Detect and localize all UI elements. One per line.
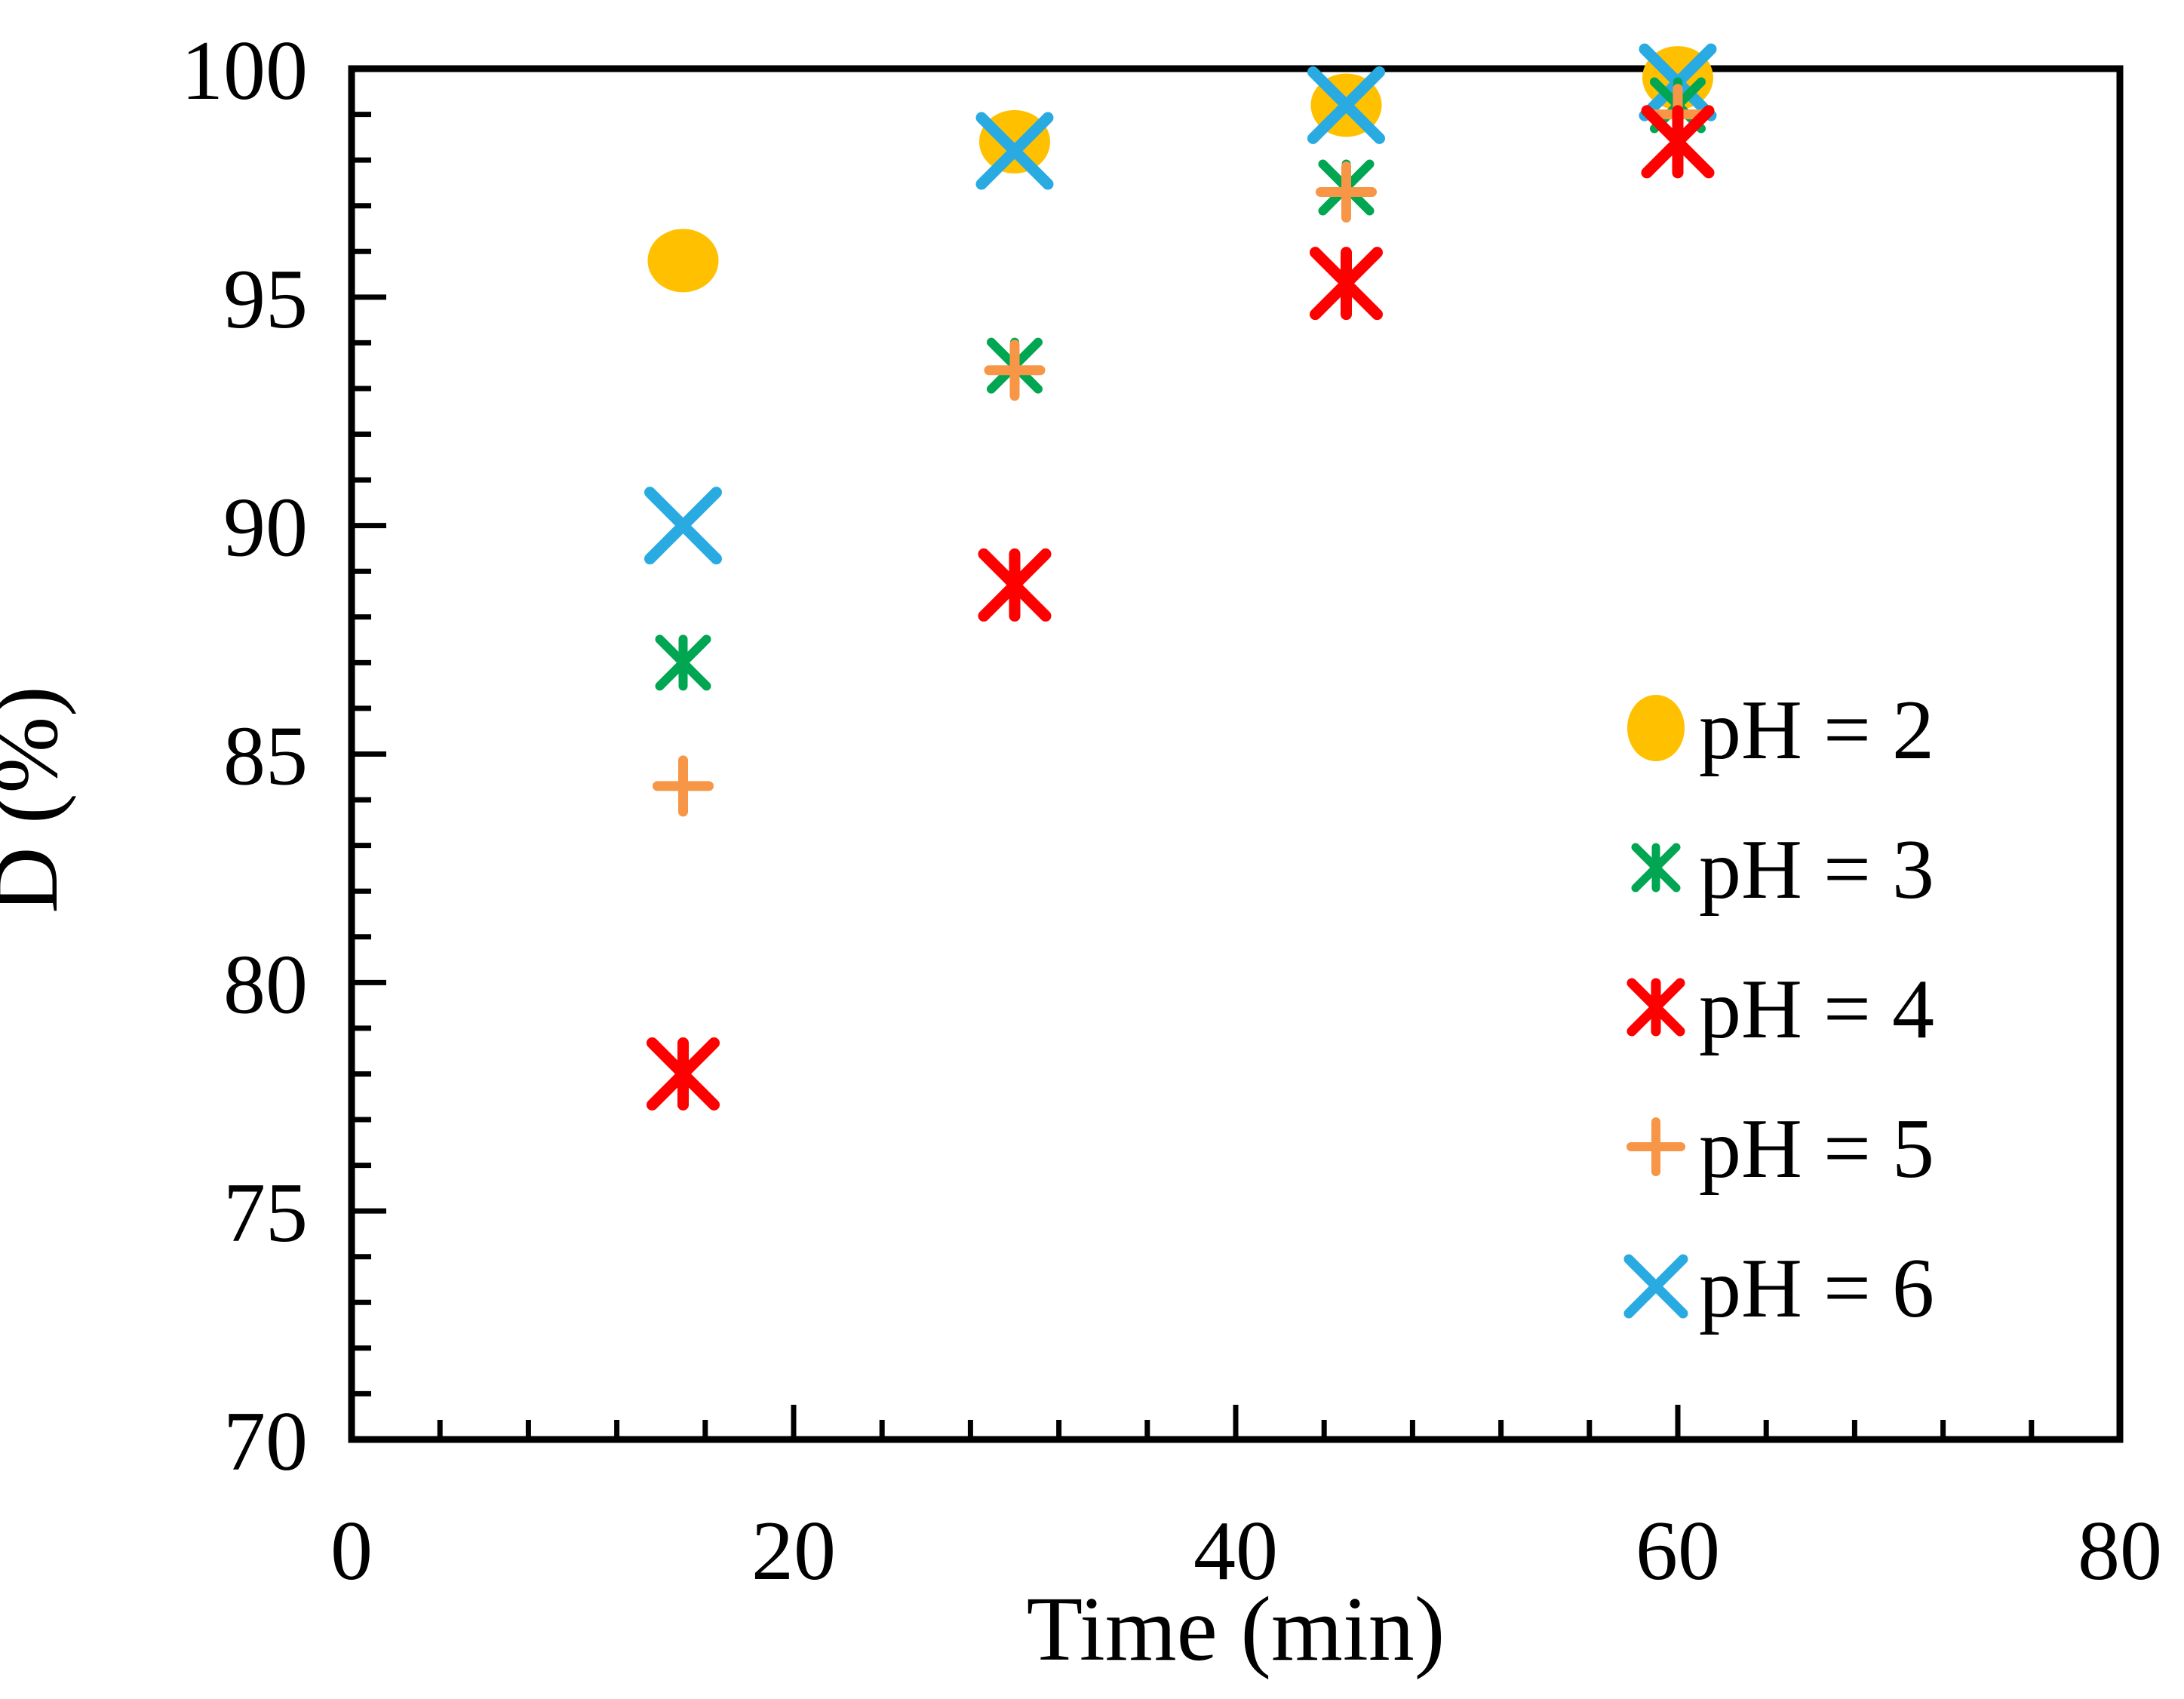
data-point-pH=6-t30 — [975, 112, 1054, 190]
legend-marker-pH=4 — [1626, 978, 1685, 1037]
data-point-pH=2-t15 — [647, 229, 719, 293]
legend: pH = 2 pH = 3 pH = 4 pH = 5 pH = 6 — [1623, 684, 1934, 1335]
data-point-pH=4-t15 — [647, 1037, 720, 1111]
legend-entry-1: pH = 3 — [1631, 823, 1934, 917]
data-point-pH=5-t30 — [984, 339, 1046, 401]
x-tick-label-20: 20 — [751, 1504, 836, 1598]
x-axis-title: Time (min) — [1027, 1578, 1445, 1680]
series-pH=5 — [653, 84, 1709, 817]
y-tick-label-90: 90 — [223, 481, 308, 575]
x-tick-label-80: 80 — [2078, 1504, 2162, 1598]
legend-label-0: pH = 2 — [1699, 684, 1934, 777]
legend-label-3: pH = 5 — [1699, 1102, 1934, 1196]
data-point-pH=6-t45 — [1307, 66, 1385, 144]
data-point-pH=6-t15 — [644, 487, 722, 565]
legend-marker-pH=2 — [1627, 695, 1685, 761]
legend-entry-4: pH = 6 — [1623, 1242, 1934, 1335]
legend-label-4: pH = 6 — [1699, 1242, 1934, 1335]
legend-marker-pH=3 — [1631, 843, 1681, 893]
legend-marker-pH=5 — [1626, 1117, 1685, 1176]
y-axis-title: D (%) — [0, 686, 77, 914]
legend-marker-pH=6 — [1623, 1254, 1688, 1319]
series-pH=6 — [644, 43, 1717, 565]
x-tick-label-60: 60 — [1636, 1504, 1720, 1598]
data-point-pH=5-t15 — [653, 755, 714, 817]
x-tick-label-40: 40 — [1193, 1504, 1278, 1598]
series-pH=2 — [647, 46, 1713, 293]
data-point-pH=3-t15 — [655, 634, 711, 691]
legend-entry-2: pH = 4 — [1626, 963, 1934, 1056]
data-point-pH=4-t60 — [1641, 105, 1715, 179]
series-pH=4 — [647, 105, 1715, 1111]
data-point-pH=4-t45 — [1310, 247, 1383, 321]
data-point-pH=5-t45 — [1316, 161, 1377, 223]
y-tick-label-80: 80 — [223, 938, 308, 1031]
legend-label-2: pH = 4 — [1699, 963, 1934, 1056]
y-tick-label-95: 95 — [223, 253, 308, 346]
y-tick-label-70: 70 — [223, 1395, 308, 1489]
y-tick-label-85: 85 — [223, 710, 308, 803]
data-point-pH=4-t30 — [978, 548, 1052, 622]
series-pH=3 — [655, 77, 1706, 691]
y-tick-label-75: 75 — [223, 1166, 308, 1260]
y-tick-label-100: 100 — [181, 24, 308, 118]
x-tick-label-0: 0 — [330, 1504, 373, 1598]
axis-ticks — [352, 112, 2035, 1439]
legend-entry-3: pH = 5 — [1626, 1102, 1934, 1196]
legend-entry-0: pH = 2 — [1627, 684, 1934, 777]
legend-label-1: pH = 3 — [1699, 823, 1934, 917]
